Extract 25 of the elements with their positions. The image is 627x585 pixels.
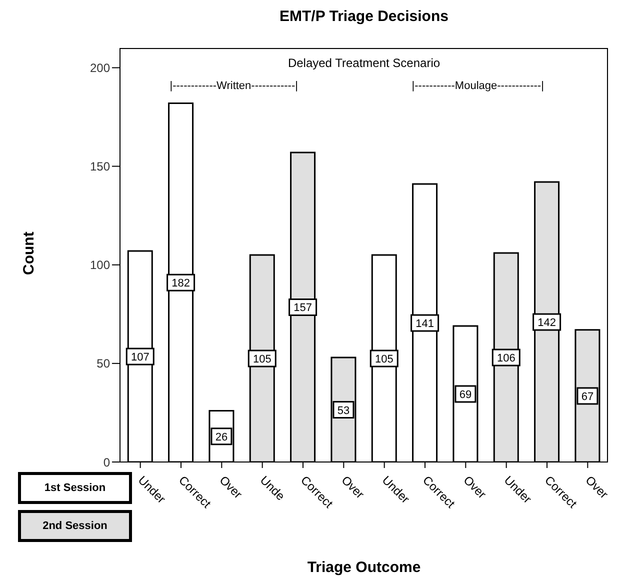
data-label: 105 [252,354,272,366]
y-tick-label: 50 [96,356,110,371]
y-axis-title: Count [20,232,38,275]
x-axis-title: Triage Outcome [307,559,421,576]
data-label: 142 [538,317,556,330]
annotation: |------------Written------------| [168,80,299,92]
data-label: 26 [215,431,228,444]
data-label: 105 [374,354,394,366]
annotation: |-----------Moulage------------| [410,80,545,92]
data-label: 106 [496,352,516,365]
chart-title: EMT/P Triage Decisions [278,8,450,25]
data-label: 53 [337,404,350,417]
y-tick-label: 200 [90,60,110,75]
data-label: 157 [294,302,312,314]
data-label: 107 [130,352,150,364]
y-tick-label: 100 [90,258,110,272]
annotation: Delayed Treatment Scenario [286,56,442,70]
data-label: 182 [172,278,190,290]
data-label: 67 [581,390,594,403]
text: 1st Session [44,482,106,494]
y-tick-label: 150 [90,160,110,174]
data-label: 141 [416,318,434,330]
y-tick-label: 0 [103,455,110,470]
data-label: 69 [459,388,472,401]
text: 2nd Session [42,520,108,532]
